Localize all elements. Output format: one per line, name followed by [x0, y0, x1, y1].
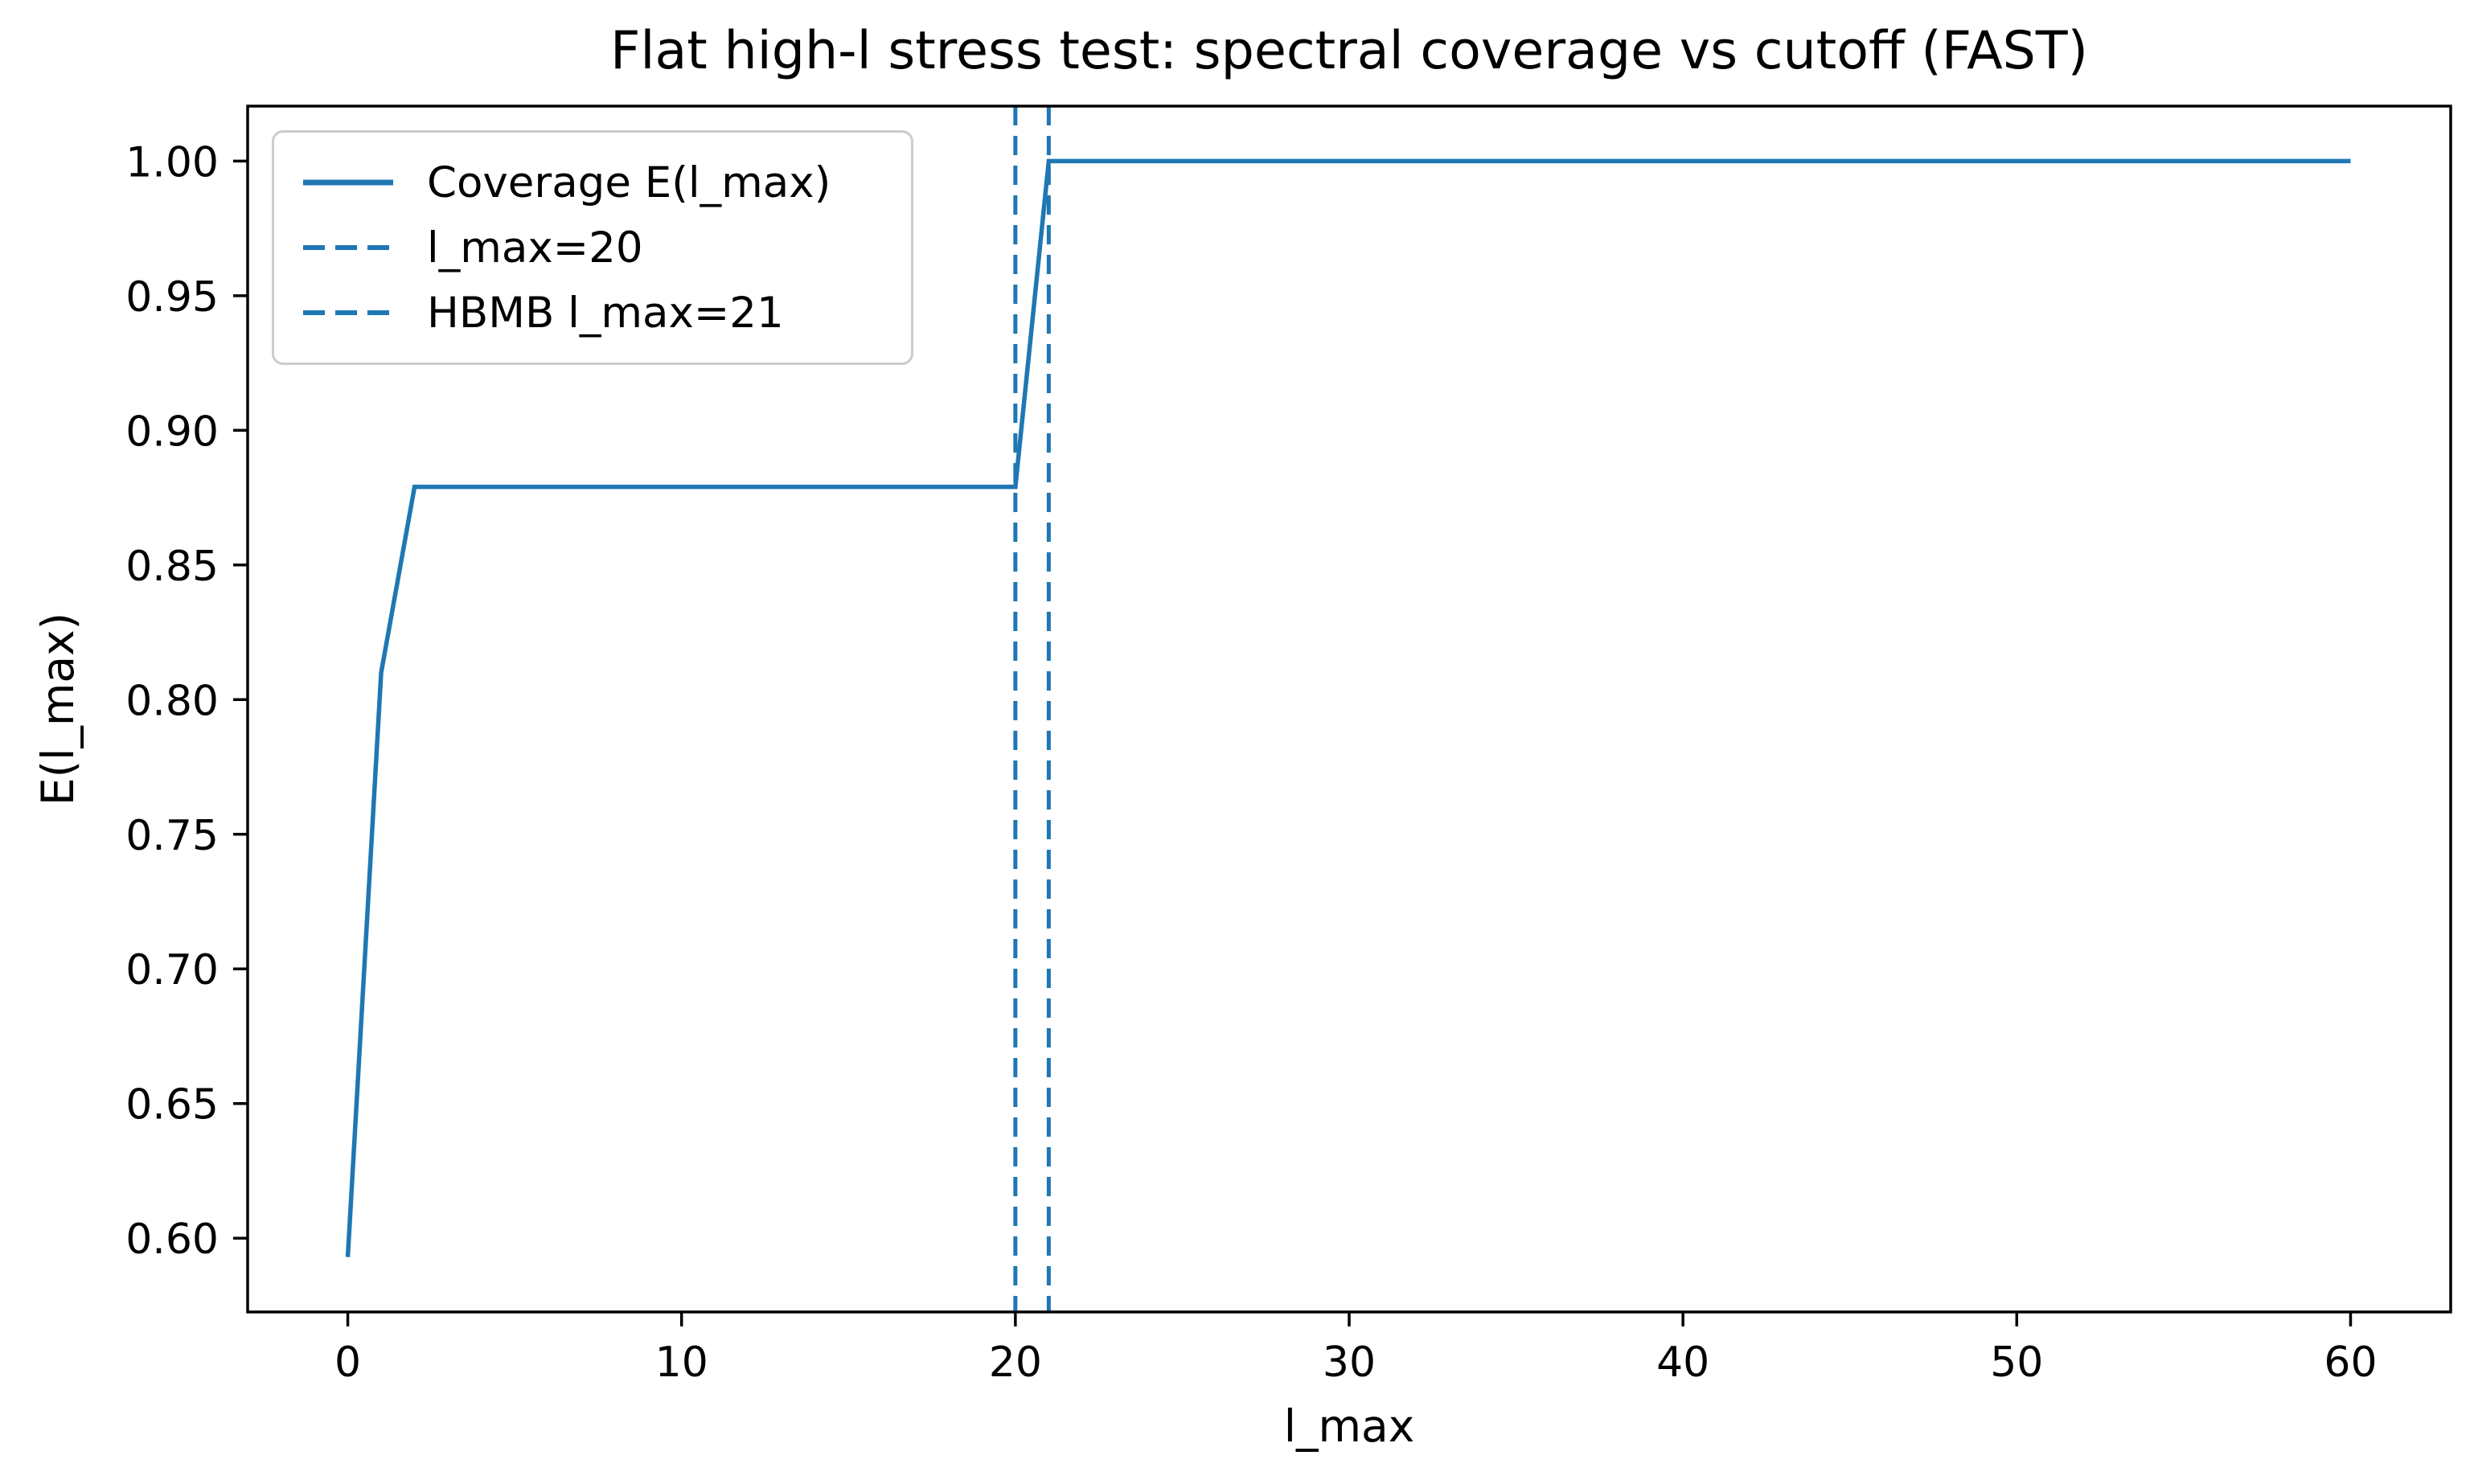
x-tick-label: 60: [2324, 1338, 2377, 1387]
y-tick-label: 1.00: [125, 138, 219, 187]
x-tick-label: 40: [1656, 1338, 1709, 1387]
legend-item-coverage: Coverage E(l_max): [303, 157, 882, 208]
y-tick-label: 0.90: [125, 408, 219, 456]
legend-item-hbmb-lmax21: HBMB l_max=21: [303, 287, 882, 338]
legend-label-coverage: Coverage E(l_max): [427, 158, 831, 207]
legend-label-hbmb-lmax21: HBMB l_max=21: [427, 288, 784, 338]
series-line: [345, 158, 2351, 1257]
legend-solid-line-sample: [303, 179, 393, 186]
y-tick-label: 0.80: [125, 677, 219, 725]
x-axis-label: l_max: [1283, 1400, 1415, 1452]
x-tick-label: 0: [334, 1338, 361, 1387]
legend-item-lmax20: l_max=20: [303, 222, 882, 273]
chart-title: Flat high-l stress test: spectral covera…: [610, 21, 2088, 81]
y-tick-label: 0.60: [125, 1215, 219, 1264]
y-tick-label: 0.85: [125, 543, 219, 591]
y-tick-label: 0.95: [125, 273, 219, 322]
x-tick-label: 20: [989, 1338, 1042, 1387]
x-tick-label: 30: [1323, 1338, 1376, 1387]
x-tick-label: 10: [655, 1338, 708, 1387]
y-tick-label: 0.65: [125, 1081, 219, 1129]
x-tick-label: 50: [1990, 1338, 2043, 1387]
legend: Coverage E(l_max) l_max=20 HBMB l_max=21: [272, 130, 913, 365]
y-tick-label: 0.70: [125, 946, 219, 994]
legend-dashed-line-sample: [303, 245, 393, 250]
y-tick-label: 0.75: [125, 812, 219, 860]
legend-label-lmax20: l_max=20: [427, 223, 643, 273]
legend-dashed-line-sample: [303, 310, 393, 315]
